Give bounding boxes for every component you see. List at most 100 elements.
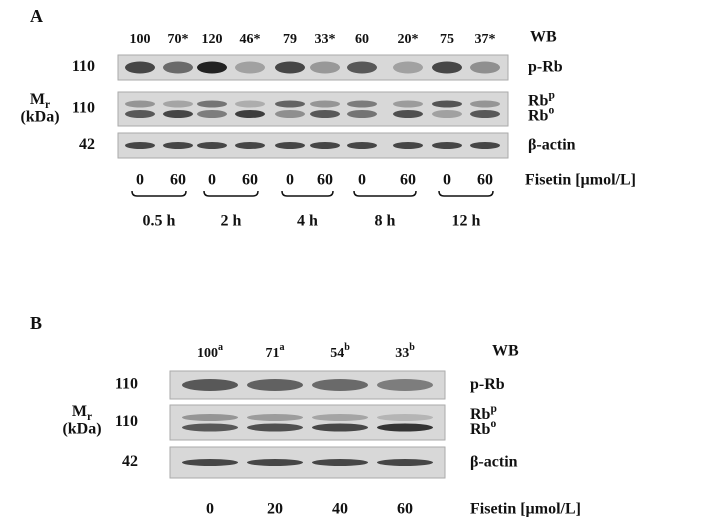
band — [310, 62, 340, 74]
band — [393, 101, 423, 108]
quantification: 37* — [475, 32, 496, 47]
quantification-sup: a — [218, 342, 223, 353]
wb-label: WB — [492, 343, 519, 360]
dose-label: 60 — [397, 501, 413, 518]
band — [432, 110, 462, 118]
dose-label: 60 — [170, 172, 186, 189]
mr-unit: (kDa) — [62, 421, 101, 438]
dose-label: 60 — [317, 172, 333, 189]
quantification: 33b — [395, 342, 415, 361]
quantification-text: 79 — [283, 32, 297, 47]
row-label-text: Rb — [470, 421, 491, 438]
quantification-text: 60 — [355, 32, 369, 47]
band — [470, 101, 500, 108]
band — [182, 414, 238, 421]
quantification-text: 33 — [395, 346, 409, 361]
band — [275, 142, 305, 149]
band — [197, 101, 227, 108]
blot-strip — [170, 405, 445, 440]
band — [197, 110, 227, 118]
row-label-text: β-actin — [470, 453, 518, 470]
time-label: 4 h — [297, 213, 318, 230]
band — [125, 62, 155, 74]
band — [247, 424, 303, 432]
quantification-text: 100 — [197, 346, 218, 361]
band — [377, 379, 433, 391]
quantification-text: 70* — [168, 32, 189, 47]
band — [393, 142, 423, 149]
row-label: p-Rb — [528, 58, 563, 75]
mw-label: 110 — [72, 100, 95, 117]
row-label-sup: p — [490, 403, 496, 415]
band — [275, 110, 305, 118]
quantification: 60 — [355, 32, 369, 47]
band — [312, 459, 368, 466]
dose-label: 0 — [358, 172, 366, 189]
dose-label: 0 — [136, 172, 144, 189]
quantification: 120 — [202, 32, 223, 47]
band — [432, 142, 462, 149]
row-label-text: p-Rb — [470, 376, 505, 393]
dose-label: 60 — [242, 172, 258, 189]
band — [182, 459, 238, 466]
mr-label: Mr — [72, 403, 92, 423]
band — [197, 142, 227, 149]
dose-label: 20 — [267, 501, 283, 518]
band — [347, 142, 377, 149]
mw-label: 42 — [122, 453, 138, 470]
band — [470, 142, 500, 149]
band — [247, 414, 303, 421]
quantification-text: 20* — [398, 32, 419, 47]
time-bracket — [204, 191, 258, 196]
quantification: 54b — [330, 342, 350, 361]
dose-label: 40 — [332, 501, 348, 518]
mr-unit: (kDa) — [20, 109, 59, 126]
band — [275, 62, 305, 74]
band — [125, 101, 155, 108]
row-label-sup: o — [490, 418, 496, 430]
time-label: 12 h — [452, 213, 481, 230]
band — [347, 62, 377, 74]
band — [182, 424, 238, 432]
row-label-sup: p — [548, 89, 554, 101]
band — [470, 62, 500, 74]
band — [163, 62, 193, 74]
band — [312, 414, 368, 421]
band — [312, 379, 368, 391]
quantification: 46* — [240, 32, 261, 47]
band — [235, 101, 265, 108]
quantification-text: 71 — [265, 346, 279, 361]
band — [125, 142, 155, 149]
band — [235, 62, 265, 74]
panel-label: A — [30, 6, 43, 26]
mw-label: 110 — [72, 58, 95, 75]
dose-label: 0 — [286, 172, 294, 189]
time-bracket — [282, 191, 333, 196]
mw-label: 110 — [115, 413, 138, 430]
time-bracket — [354, 191, 416, 196]
row-label-sup: o — [548, 104, 554, 116]
quantification-text: 33* — [315, 32, 336, 47]
quantification: 33* — [315, 32, 336, 47]
band — [377, 424, 433, 432]
row-label: β-actin — [470, 453, 518, 470]
time-label: 8 h — [375, 213, 396, 230]
dose-label: 0 — [443, 172, 451, 189]
band — [312, 424, 368, 432]
row-label-text: p-Rb — [528, 58, 563, 75]
band — [310, 101, 340, 108]
band — [310, 110, 340, 118]
band — [163, 142, 193, 149]
dose-label: 60 — [477, 172, 493, 189]
quantification: 75 — [440, 32, 454, 47]
band — [377, 414, 433, 421]
panel-label: B — [30, 313, 42, 333]
band — [310, 142, 340, 149]
mw-label: 110 — [115, 376, 138, 393]
row-label: Rbo — [528, 104, 554, 124]
band — [125, 110, 155, 118]
band — [470, 110, 500, 118]
mr-label: Mr — [30, 91, 50, 111]
dose-label: 60 — [400, 172, 416, 189]
quantification: 70* — [168, 32, 189, 47]
